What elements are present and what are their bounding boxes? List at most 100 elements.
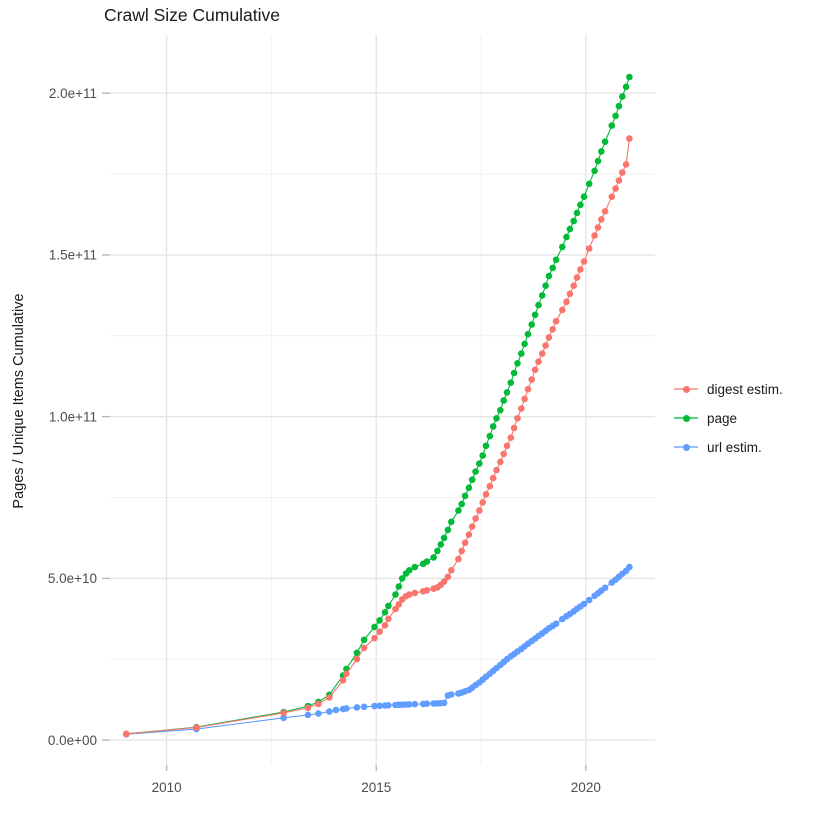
data-point bbox=[489, 423, 497, 430]
data-point bbox=[376, 702, 383, 710]
data-point bbox=[280, 714, 287, 722]
data-point bbox=[615, 177, 623, 184]
data-point bbox=[381, 622, 389, 629]
series-page bbox=[123, 73, 633, 738]
data-point bbox=[315, 700, 322, 708]
data-point bbox=[455, 507, 462, 514]
data-point bbox=[503, 389, 511, 396]
data-point bbox=[444, 526, 452, 534]
data-point bbox=[326, 694, 333, 701]
data-point bbox=[510, 369, 518, 377]
data-point bbox=[482, 491, 490, 498]
data-point bbox=[585, 180, 593, 188]
data-point bbox=[326, 708, 333, 715]
data-point bbox=[444, 573, 452, 581]
data-point bbox=[353, 704, 361, 711]
data-point bbox=[552, 317, 560, 325]
gridlines-major bbox=[110, 35, 655, 765]
data-point bbox=[406, 567, 413, 574]
data-point bbox=[376, 628, 383, 635]
data-point bbox=[360, 644, 368, 652]
data-point bbox=[332, 706, 340, 714]
legend-key-line-dot-icon bbox=[674, 379, 698, 399]
data-point bbox=[545, 334, 553, 341]
data-point bbox=[360, 703, 368, 711]
y-axis-labels: 0.0e+00 5.0e+10 1.0e+11 1.5e+11 2.0e+11 bbox=[48, 86, 97, 748]
data-point bbox=[531, 366, 539, 374]
data-point bbox=[434, 547, 441, 555]
data-point bbox=[585, 245, 593, 252]
data-point bbox=[315, 710, 322, 717]
legend-label: digest estim. bbox=[707, 381, 783, 397]
data-point bbox=[440, 699, 448, 707]
data-point bbox=[395, 583, 403, 590]
data-point bbox=[566, 225, 574, 233]
data-point bbox=[612, 112, 619, 120]
data-point bbox=[497, 406, 504, 414]
data-point bbox=[304, 704, 312, 712]
data-point bbox=[461, 539, 469, 547]
data-point bbox=[608, 193, 616, 200]
data-point bbox=[461, 492, 469, 500]
data-point bbox=[339, 677, 347, 684]
data-point bbox=[423, 558, 431, 565]
data-point bbox=[514, 360, 521, 367]
data-point bbox=[455, 555, 462, 563]
data-point bbox=[608, 122, 616, 129]
data-point bbox=[353, 655, 361, 663]
data-point bbox=[472, 468, 479, 475]
legend-item-digest-estim: digest estim. bbox=[674, 379, 783, 399]
data-point bbox=[371, 623, 378, 631]
data-point bbox=[531, 311, 539, 319]
legend-item-url-estim: url estim. bbox=[674, 437, 783, 457]
axis-ticks bbox=[102, 92, 587, 771]
data-point bbox=[411, 589, 419, 597]
data-point bbox=[591, 232, 598, 239]
x-tick-label: 2020 bbox=[571, 780, 601, 795]
data-point bbox=[376, 617, 383, 624]
data-point bbox=[601, 208, 609, 215]
data-point bbox=[619, 169, 626, 176]
data-point bbox=[518, 405, 525, 412]
data-point bbox=[458, 500, 466, 508]
data-point bbox=[510, 424, 518, 432]
data-point bbox=[385, 702, 392, 709]
data-point bbox=[458, 547, 466, 555]
data-point bbox=[465, 531, 473, 538]
data-point bbox=[360, 636, 368, 644]
data-point bbox=[552, 256, 560, 264]
data-point bbox=[521, 395, 528, 403]
data-point bbox=[514, 415, 521, 422]
data-point bbox=[577, 201, 584, 209]
x-tick-label: 2010 bbox=[152, 780, 182, 795]
data-point bbox=[535, 358, 542, 366]
data-point bbox=[493, 466, 500, 474]
series-url-estim bbox=[123, 563, 633, 738]
data-point bbox=[622, 83, 630, 91]
series-line bbox=[126, 566, 630, 735]
data-point bbox=[598, 148, 605, 155]
y-tick-label: 1.0e+11 bbox=[49, 409, 97, 424]
data-point bbox=[545, 272, 553, 280]
data-point bbox=[542, 342, 549, 349]
series-digest-estim bbox=[123, 135, 633, 738]
data-point bbox=[468, 476, 476, 484]
gridlines-minor bbox=[110, 35, 655, 765]
data-point bbox=[570, 217, 577, 225]
legend-key-line-dot-icon bbox=[674, 408, 698, 428]
data-point bbox=[528, 376, 535, 383]
data-point bbox=[465, 484, 473, 492]
chart-title: Crawl Size Cumulative bbox=[104, 5, 281, 25]
data-point bbox=[371, 634, 378, 642]
data-point bbox=[521, 340, 528, 348]
data-point bbox=[448, 567, 455, 574]
legend-label: url estim. bbox=[707, 439, 762, 455]
data-point bbox=[622, 161, 630, 168]
data-point bbox=[524, 330, 532, 338]
data-point bbox=[440, 534, 448, 542]
data-point bbox=[585, 596, 593, 604]
data-point bbox=[518, 350, 525, 357]
data-point bbox=[493, 415, 500, 422]
